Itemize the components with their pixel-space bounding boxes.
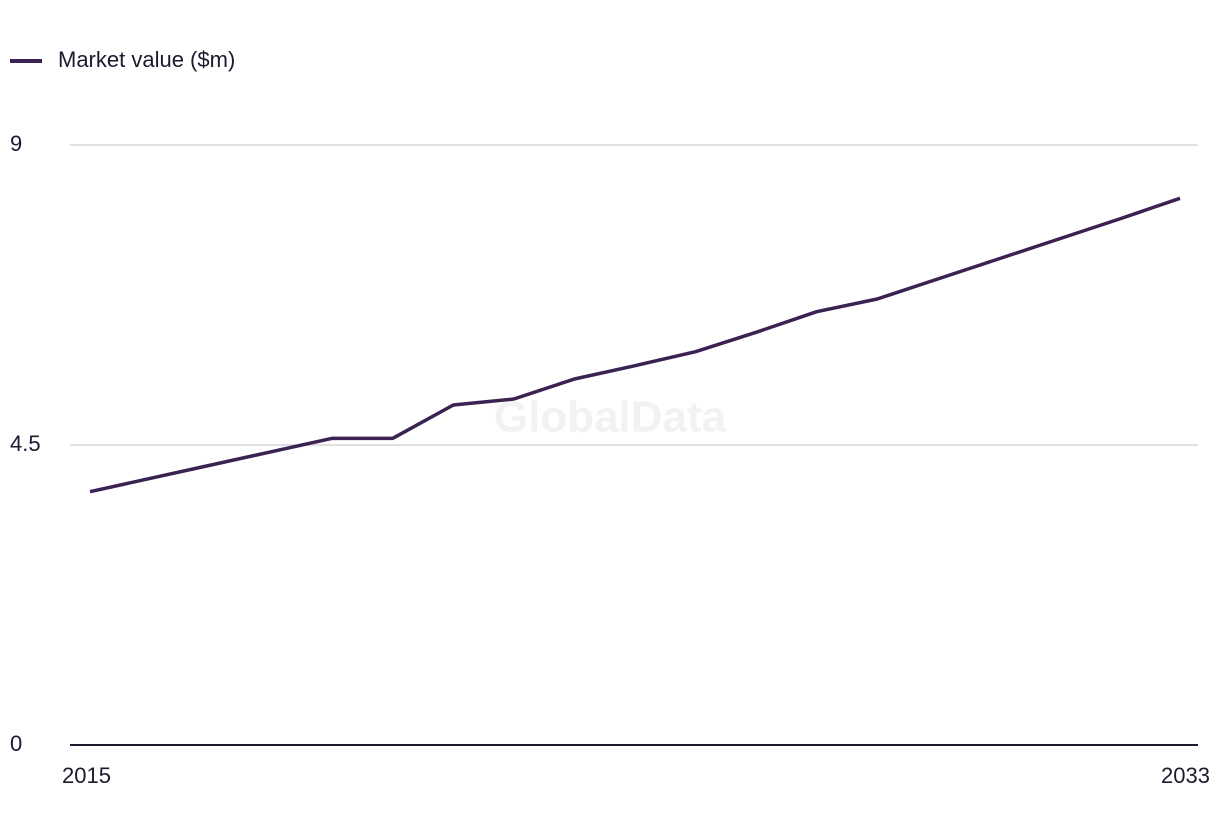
x-tick-label: 2015	[62, 763, 111, 788]
watermark: GlobalData	[494, 393, 727, 442]
y-tick-label: 9	[10, 131, 22, 156]
line	[89, 196, 1181, 494]
legend-label: Market value ($m)	[58, 47, 235, 72]
x-tick-label: 2033	[1161, 763, 1210, 788]
y-tick-label: 4.5	[10, 431, 41, 456]
y-tick-label: 0	[10, 731, 22, 756]
